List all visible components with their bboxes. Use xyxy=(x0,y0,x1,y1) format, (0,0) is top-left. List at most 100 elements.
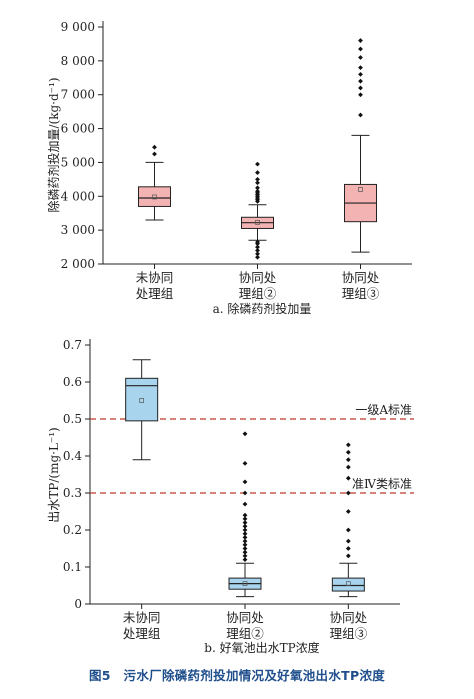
chart-a-category-label: 理组③ xyxy=(342,286,380,301)
chart-a-outlier-point xyxy=(152,144,157,150)
chart-a-category-label: 理组② xyxy=(239,286,277,301)
chart-a-y-tick-label: 9 000 xyxy=(61,20,95,34)
chart-b-y-tick-label: 0.5 xyxy=(63,412,82,426)
chart-a-category-label: 协同处 xyxy=(342,270,380,285)
chart-a-outlier-point xyxy=(255,244,260,250)
chart-b-outlier-point xyxy=(242,527,248,533)
chart-a-outlier-point xyxy=(358,65,363,71)
chart-b-y-tick-label: 0.1 xyxy=(63,560,82,574)
chart-b-outlier-point xyxy=(242,557,248,562)
chart-b-outlier-point xyxy=(242,431,248,437)
chart-b-iqr-box xyxy=(125,377,159,422)
chart-b-outlier-point xyxy=(345,553,351,559)
chart-a-y-axis-label: 除磷药剂投加量/(kg·d⁻¹) xyxy=(46,77,61,212)
chart-b-category-label: 理组③ xyxy=(330,626,368,641)
chart-b-outlier-point xyxy=(242,538,248,544)
chart-a-mean-marker xyxy=(152,194,157,200)
chart-a-outlier-point xyxy=(358,92,363,98)
chart-a-mean-marker xyxy=(255,220,260,225)
chart-a-outlier-point xyxy=(358,55,363,60)
chart-a-outlier-point xyxy=(255,188,260,194)
chart-b-outlier-point xyxy=(242,549,248,555)
chart-b-outlier-point xyxy=(345,546,351,551)
chart-a-dosage: 除磷药剂投加量/(kg·d⁻¹) a. 除磷药剂投加量 2 000 3 000 4 … xyxy=(46,20,412,316)
chart-b-reference-label: 准Ⅳ类标准 xyxy=(352,477,412,491)
chart-a-outlier-point xyxy=(255,161,260,167)
chart-b-category-label: 未协同 xyxy=(123,610,161,625)
chart-a-y-tick-label: 7 000 xyxy=(61,88,95,102)
chart-b-y-axis-label: 出水TP/(mg·L⁻¹) xyxy=(47,427,61,522)
chart-b-category-label: 处理组 xyxy=(123,626,161,641)
chart-a-y-tick-label: 2 000 xyxy=(61,257,95,271)
chart-b-outlier-point xyxy=(345,490,351,496)
chart-b-mean-marker xyxy=(139,398,145,403)
chart-b-outlier-point xyxy=(345,449,351,455)
figure: 除磷药剂投加量/(kg·d⁻¹) a. 除磷药剂投加量 2 000 3 000 4 … xyxy=(46,20,414,655)
chart-a-category-label: 未协同 xyxy=(136,270,174,285)
chart-b-category-label: 协同处 xyxy=(226,610,264,625)
chart-b-outlier-point xyxy=(242,501,248,507)
chart-b-outlier-point xyxy=(242,520,248,525)
chart-a-y-tick-label: 4 000 xyxy=(61,189,95,203)
chart-b-y-tick-label: 0.7 xyxy=(63,338,82,352)
chart-a-outlier-point xyxy=(255,170,260,175)
chart-b-outlier-point xyxy=(345,442,351,448)
chart-a-outlier-point xyxy=(358,72,363,77)
chart-a-outlier-point xyxy=(358,85,363,91)
chart-b-outlier-point xyxy=(242,479,248,485)
chart-b-reference-label: 一级A标准 xyxy=(355,403,412,417)
chart-b-category-label: 协同处 xyxy=(330,610,368,625)
chart-b-outlier-point xyxy=(242,535,248,540)
chart-a-y-tick-label: 6 000 xyxy=(61,122,95,136)
chart-a-outlier-point xyxy=(152,151,157,157)
chart-b-mean-marker xyxy=(242,581,248,587)
chart-b-mean-marker xyxy=(345,581,351,587)
chart-b-outlier-point xyxy=(345,475,351,481)
chart-a-outlier-point xyxy=(255,239,260,245)
chart-a-y-tick-label: 5 000 xyxy=(61,155,95,169)
chart-a-outlier-point xyxy=(358,112,363,118)
chart-b-outlier-point xyxy=(242,542,248,548)
chart-a-outlier-point xyxy=(255,185,260,191)
chart-a-subtitle: a. 除磷药剂投加量 xyxy=(213,301,312,316)
chart-b-y-tick-label: 0.6 xyxy=(63,375,82,389)
chart-a-outlier-point xyxy=(358,46,363,52)
chart-b-y-tick-label: 0.2 xyxy=(63,523,82,537)
chart-b-y-tick-label: 0 xyxy=(74,597,82,611)
chart-a-outlier-point xyxy=(255,254,260,260)
chart-a-category-label: 协同处 xyxy=(239,270,277,285)
chart-a-iqr-box xyxy=(138,186,171,207)
chart-a-outlier-point xyxy=(255,176,260,182)
chart-b-outlier-point xyxy=(242,523,248,529)
figure-caption: 图5 污水厂除磷药剂投加情况及好氧池出水TP浓度 xyxy=(88,668,386,683)
chart-b-outlier-point xyxy=(242,461,248,466)
chart-b-outlier-point xyxy=(345,538,351,544)
chart-b-outlier-point xyxy=(242,546,248,551)
chart-a-y-tick-label: 3 000 xyxy=(61,223,95,237)
chart-b-y-tick-label: 0.4 xyxy=(63,449,82,463)
chart-b-outlier-point xyxy=(242,516,248,522)
chart-b-outlier-point xyxy=(345,457,351,463)
chart-a-mean-marker xyxy=(358,187,363,192)
chart-b-outlier-point xyxy=(242,553,248,559)
chart-b-outlier-point xyxy=(242,512,248,518)
chart-b-effluent-tp: 出水TP/(mg·L⁻¹) b. 好氧池出水TP浓度 0 0.1 0.2 0.3 0.4… xyxy=(47,338,414,655)
chart-a-category-label: 处理组 xyxy=(136,286,174,301)
chart-a-outlier-point xyxy=(255,248,260,253)
chart-b-iqr-box xyxy=(331,577,365,592)
chart-a-outlier-point xyxy=(255,180,260,186)
chart-a-outlier-point xyxy=(255,251,260,257)
chart-a-y-tick-label: 8 000 xyxy=(61,54,95,68)
chart-a-outlier-point xyxy=(358,38,363,43)
chart-b-outlier-point xyxy=(345,509,351,514)
chart-b-outlier-point xyxy=(345,464,351,470)
chart-b-outlier-point xyxy=(242,531,248,537)
chart-b-y-tick-label: 0.3 xyxy=(63,486,82,500)
chart-b-outlier-point xyxy=(242,490,248,496)
chart-b-outlier-point xyxy=(345,527,351,533)
